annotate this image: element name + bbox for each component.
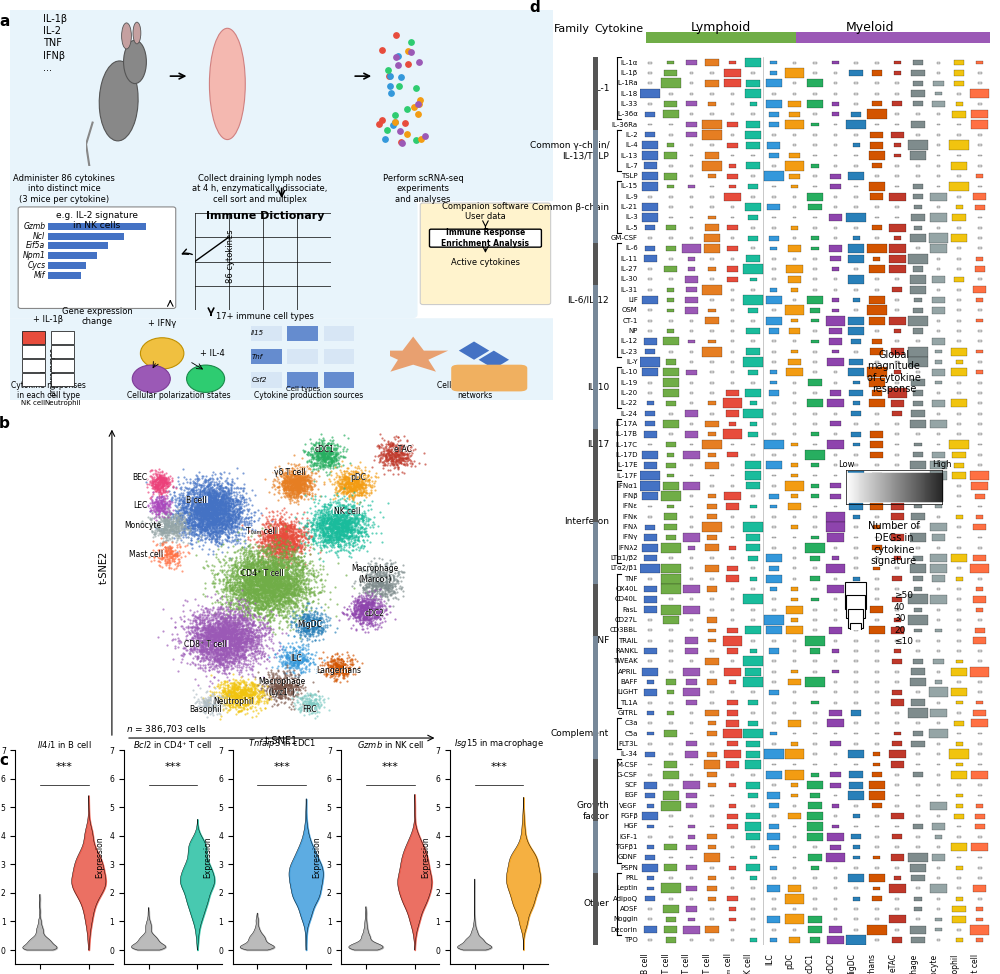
Text: e.g. IL-2 signature
in NK cells: e.g. IL-2 signature in NK cells: [56, 210, 138, 230]
Text: Active cytokines: Active cytokines: [451, 258, 520, 267]
Text: Ncl: Ncl: [33, 232, 45, 241]
FancyBboxPatch shape: [420, 203, 551, 305]
Text: Administer 86 cytokines
into distinct mice
(3 mice per cytokine): Administer 86 cytokines into distinct mi…: [13, 173, 115, 204]
Text: Immune Response
Enrichment Analysis: Immune Response Enrichment Analysis: [441, 229, 529, 247]
Text: Companion software: Companion software: [442, 202, 529, 211]
Text: Cytokine production sources: Cytokine production sources: [254, 392, 363, 400]
Text: 17+ immune cell types: 17+ immune cell types: [216, 313, 314, 321]
Text: Gene
programmes: Gene programmes: [38, 348, 58, 396]
Bar: [48, 223, 146, 230]
Text: Eif5a: Eif5a: [26, 242, 45, 250]
Text: Myeloid: Myeloid: [846, 20, 895, 34]
Bar: [48, 262, 86, 269]
FancyBboxPatch shape: [5, 6, 559, 201]
FancyBboxPatch shape: [18, 206, 176, 309]
Text: Npm1: Npm1: [22, 251, 45, 260]
FancyBboxPatch shape: [429, 229, 541, 247]
Text: a: a: [0, 14, 10, 28]
Text: Cycs: Cycs: [27, 261, 45, 270]
Text: d: d: [529, 0, 540, 16]
Bar: [48, 272, 81, 279]
Text: User data: User data: [465, 211, 506, 221]
Text: 86 cytokines: 86 cytokines: [226, 229, 235, 282]
Circle shape: [140, 338, 184, 369]
Text: + IFNγ: + IFNγ: [148, 319, 176, 328]
Bar: [48, 243, 108, 249]
FancyBboxPatch shape: [5, 201, 418, 318]
Circle shape: [132, 365, 170, 393]
Text: + IL-1β: + IL-1β: [33, 316, 63, 324]
Text: Gzmb: Gzmb: [23, 222, 45, 231]
Bar: [48, 252, 97, 259]
Text: Collect draining lymph nodes
at 4 h, enzymatically dissociate,
cell sort and mul: Collect draining lymph nodes at 4 h, enz…: [192, 173, 328, 204]
Text: IL-1β
IL-2
TNF
IFNβ
...: IL-1β IL-2 TNF IFNβ ...: [43, 14, 67, 73]
Text: Immune Dictionary: Immune Dictionary: [206, 210, 325, 221]
Bar: [48, 233, 124, 240]
Bar: [646, 32, 796, 43]
Text: Family: Family: [554, 23, 590, 34]
Text: Cell–cell interaction
networks: Cell–cell interaction networks: [437, 381, 512, 400]
Text: + IL-4: + IL-4: [200, 349, 225, 357]
Text: Cellular polarization states: Cellular polarization states: [127, 392, 230, 400]
FancyBboxPatch shape: [5, 318, 559, 404]
Text: b: b: [0, 416, 10, 431]
Text: Lymphoid: Lymphoid: [691, 20, 751, 34]
Text: Cytokine responses
in each cell type: Cytokine responses in each cell type: [11, 381, 85, 400]
Bar: [796, 32, 990, 43]
Text: Cytokine: Cytokine: [594, 23, 643, 34]
Text: Perform scRNA-seq
experiments
and analyses: Perform scRNA-seq experiments and analys…: [383, 173, 463, 204]
Text: Gene expression
change: Gene expression change: [62, 307, 132, 326]
Circle shape: [187, 365, 225, 393]
Text: c: c: [0, 753, 8, 768]
Text: Mif: Mif: [34, 271, 45, 280]
